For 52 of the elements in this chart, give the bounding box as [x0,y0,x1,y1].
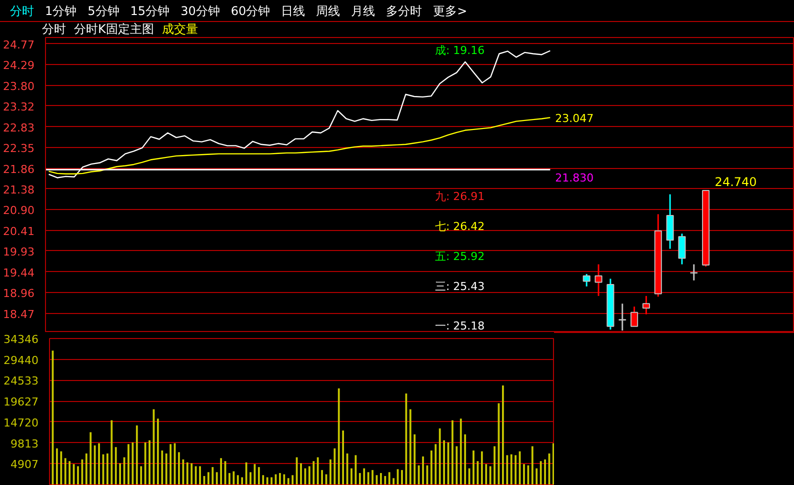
y-tick-label: 20.41 [3,224,35,238]
y-tick-label: 21.86 [3,162,35,176]
data-label: 23.047 [555,112,594,126]
text: 1分钟 [45,4,77,18]
candlestick [642,295,650,316]
y-tick-label: 4907 [10,458,39,472]
annotation: 九: 26.91 [434,190,485,204]
annotation: 一: 25.18 [434,320,485,333]
chart-subtitle: 分时K固定主图 [74,22,154,36]
y-tick-label: 23.80 [3,80,35,93]
y-tick-label: 29440 [4,354,39,367]
y-tick-label: 23.32 [3,100,35,114]
annotation: 三: 25.43 [434,280,485,293]
y-tick-label: 9813 [10,437,39,450]
y-tick-label: 19627 [4,396,39,409]
y-tick-label: 18.47 [3,308,35,321]
text: 30分钟 [180,4,220,18]
y-tick-label: 14720 [4,416,39,430]
text: 24.740 [714,175,757,190]
annotation: 七: 26.42 [434,220,485,234]
annotation: 成: 19.16 [434,44,485,57]
candlestick [678,232,686,266]
y-tick-label: 18.96 [3,286,35,300]
annotation: 五: 25.92 [434,250,485,263]
y-tick-label: 24.29 [3,58,35,72]
text: 成交量 [162,22,198,36]
y-tick-label: 34346 [4,333,39,346]
y-tick-label: 24533 [4,374,39,388]
text: 15分钟 [130,4,170,18]
text: 月线 [351,4,376,18]
y-tick-label: 21.38 [3,183,35,196]
candlestick [594,264,602,297]
chart-title: 分时 [42,22,66,36]
text: 日线 [281,4,306,18]
text: 分时 [10,4,34,18]
ref-line-label: 21.830 [555,172,594,185]
y-tick-label: 20.90 [3,204,35,217]
text: 60分钟 [230,4,270,18]
text: 周线 [316,4,340,18]
y-tick-label: 24.77 [3,38,35,52]
text: 5分钟 [88,4,120,18]
y-tick-label: 22.35 [3,142,35,155]
candlestick [582,273,590,288]
y-tick-label: 19.44 [3,266,35,280]
candlestick [618,302,626,332]
text: 更多> [433,4,468,18]
line-series [48,116,551,174]
candlestick [690,264,698,282]
y-tick-label: 22.83 [3,121,35,134]
candlestick [630,306,638,328]
text: 多分时 [386,4,422,18]
y-tick-label: 19.93 [3,245,35,258]
